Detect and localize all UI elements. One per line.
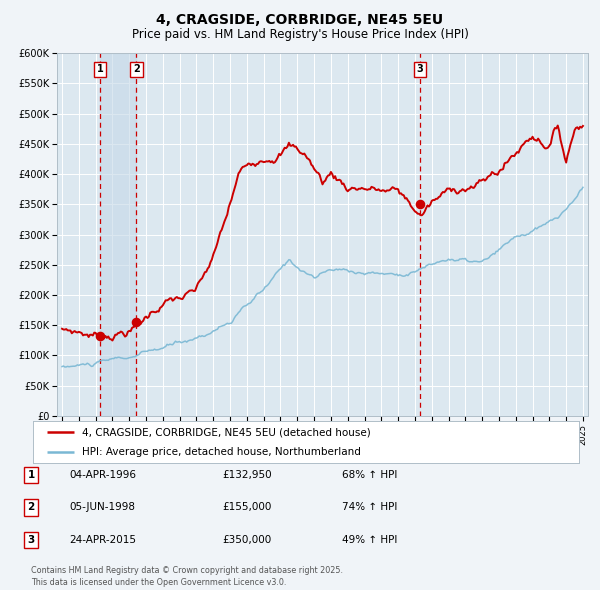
Text: 24-APR-2015: 24-APR-2015 [69, 535, 136, 545]
Point [131, 317, 141, 327]
Text: Price paid vs. HM Land Registry's House Price Index (HPI): Price paid vs. HM Land Registry's House … [131, 28, 469, 41]
Text: 1: 1 [97, 64, 104, 74]
Text: 2: 2 [133, 64, 140, 74]
Text: 3: 3 [417, 64, 424, 74]
Text: £350,000: £350,000 [222, 535, 271, 545]
Text: 68% ↑ HPI: 68% ↑ HPI [342, 470, 397, 480]
Text: Contains HM Land Registry data © Crown copyright and database right 2025.
This d: Contains HM Land Registry data © Crown c… [31, 566, 343, 587]
Text: £132,950: £132,950 [222, 470, 272, 480]
Text: 3: 3 [28, 535, 35, 545]
Text: 2: 2 [28, 503, 35, 512]
Text: 4, CRAGSIDE, CORBRIDGE, NE45 5EU: 4, CRAGSIDE, CORBRIDGE, NE45 5EU [157, 13, 443, 27]
Text: 4, CRAGSIDE, CORBRIDGE, NE45 5EU (detached house): 4, CRAGSIDE, CORBRIDGE, NE45 5EU (detach… [82, 427, 371, 437]
Point [95, 331, 105, 340]
Text: 1: 1 [28, 470, 35, 480]
Point [415, 199, 425, 209]
Text: HPI: Average price, detached house, Northumberland: HPI: Average price, detached house, Nort… [82, 447, 361, 457]
Text: £155,000: £155,000 [222, 503, 271, 512]
Bar [100, 53, 136, 416]
Text: 05-JUN-1998: 05-JUN-1998 [69, 503, 135, 512]
Text: 49% ↑ HPI: 49% ↑ HPI [342, 535, 397, 545]
Text: 04-APR-1996: 04-APR-1996 [69, 470, 136, 480]
Text: 74% ↑ HPI: 74% ↑ HPI [342, 503, 397, 512]
